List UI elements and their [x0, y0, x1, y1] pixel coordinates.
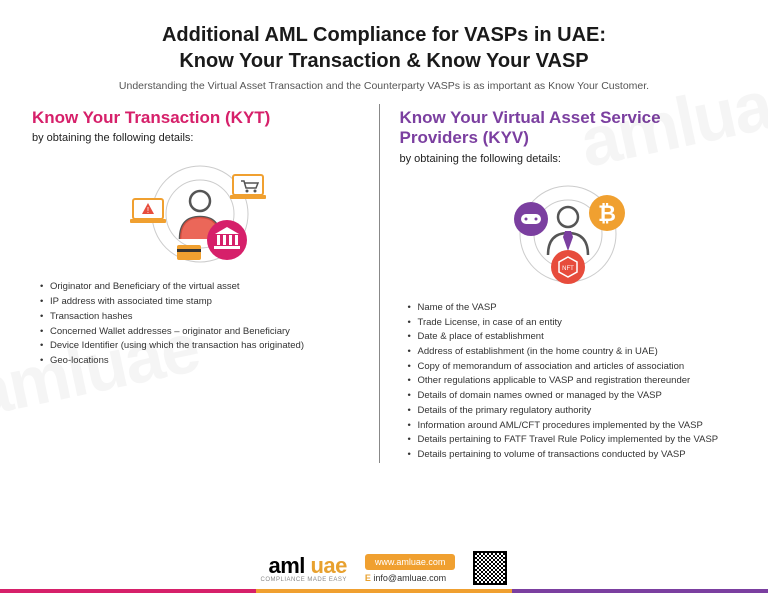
card-icon [177, 245, 201, 260]
list-item: Other regulations applicable to VASP and… [408, 374, 737, 389]
header: Additional AML Compliance for VASPs in U… [32, 22, 736, 92]
svg-text:₿: ₿ [598, 201, 616, 226]
kyt-title: Know Your Transaction (KYT) [32, 108, 369, 128]
column-kyt: Know Your Transaction (KYT) by obtaining… [32, 104, 379, 463]
kyt-bullets: Originator and Beneficiary of the virtua… [32, 280, 369, 368]
list-item: Trade License, in case of an entity [408, 316, 737, 331]
kyt-subtitle: by obtaining the following details: [32, 132, 369, 144]
title-line1: Additional AML Compliance for VASPs in U… [162, 24, 606, 46]
bar-segment [0, 589, 256, 593]
bar-segment [256, 589, 512, 593]
column-kyv: Know Your Virtual Asset Service Provider… [379, 104, 737, 463]
nft-icon: NFT [551, 250, 585, 284]
list-item: Copy of memorandum of association and ar… [408, 360, 737, 375]
logo-text: aml uae [268, 553, 346, 579]
kyt-illustration: ! [32, 154, 369, 274]
laptop-cart-icon [230, 175, 266, 199]
kyv-bullets: Name of the VASP Trade License, in case … [400, 301, 737, 463]
laptop-warning-icon: ! [130, 199, 166, 223]
website-link[interactable]: www.amluae.com [365, 554, 456, 570]
title-line2: Know Your Transaction & Know Your VASP [179, 50, 588, 72]
list-item: Concerned Wallet addresses – originator … [40, 325, 369, 340]
svg-text:NFT: NFT [562, 266, 574, 272]
list-item: Geo-locations [40, 354, 369, 369]
list-item: IP address with associated time stamp [40, 295, 369, 310]
logo: aml uae COMPLIANCE MADE EASY [261, 553, 347, 583]
page-subtitle: Understanding the Virtual Asset Transact… [32, 80, 736, 92]
footer: aml uae COMPLIANCE MADE EASY www.amluae.… [0, 551, 768, 585]
page-title: Additional AML Compliance for VASPs in U… [32, 22, 736, 74]
list-item: Details pertaining to FATF Travel Rule P… [408, 433, 737, 448]
email-value: info@amluae.com [373, 573, 446, 583]
gamepad-icon [514, 202, 548, 236]
email-address[interactable]: E info@amluae.com [365, 573, 456, 583]
logo-black: aml [268, 553, 304, 578]
qr-code [473, 551, 507, 585]
list-item: Name of the VASP [408, 301, 737, 316]
list-item: Details of domain names owned or managed… [408, 389, 737, 404]
contact-block: www.amluae.com E info@amluae.com [365, 554, 456, 583]
bitcoin-icon: ₿ [589, 195, 625, 231]
bar-segment [512, 589, 768, 593]
bottom-accent-bar [0, 589, 768, 593]
user-tie-icon [548, 207, 588, 255]
list-item: Transaction hashes [40, 310, 369, 325]
list-item: Originator and Beneficiary of the virtua… [40, 280, 369, 295]
list-item: Address of establishment (in the home co… [408, 345, 737, 360]
logo-orange: uae [305, 553, 347, 578]
svg-text:!: ! [147, 206, 149, 215]
logo-tagline: COMPLIANCE MADE EASY [261, 577, 347, 583]
bank-icon [207, 220, 247, 260]
columns: Know Your Transaction (KYT) by obtaining… [32, 104, 736, 463]
kyv-illustration: ₿ NFT [400, 175, 737, 295]
list-item: Date & place of establishment [408, 330, 737, 345]
list-item: Device Identifier (using which the trans… [40, 339, 369, 354]
list-item: Details of the primary regulatory author… [408, 404, 737, 419]
list-item: Information around AML/CFT procedures im… [408, 419, 737, 434]
list-item: Details pertaining to volume of transact… [408, 448, 737, 463]
kyv-subtitle: by obtaining the following details: [400, 153, 737, 165]
kyv-title: Know Your Virtual Asset Service Provider… [400, 108, 737, 149]
